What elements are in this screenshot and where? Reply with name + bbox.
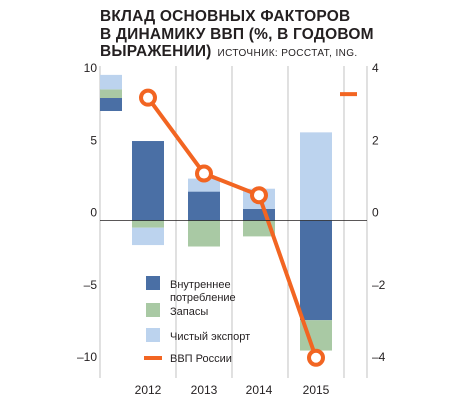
consumption-bar-2012: [132, 141, 164, 221]
grid-layer: [99, 66, 368, 378]
chart-title-line-1: ВКЛАД ОСНОВНЫХ ФАКТОРОВ: [100, 8, 351, 25]
legend-label-2: Чистый экспорт: [170, 331, 250, 343]
key-bar-1: [100, 89, 122, 98]
right-tick-label: 4: [372, 61, 379, 75]
gdp-line-layer: [139, 88, 357, 367]
legend-swatch-1: [146, 303, 160, 317]
right-tick-label: –2: [372, 278, 386, 292]
net-exports-bar-2015: [300, 132, 332, 221]
x-tick-label: 2014: [246, 383, 273, 397]
legend-label-0: Внутреннее: [170, 279, 231, 291]
inventories-bar-2013: [188, 220, 220, 247]
chart-source: ИСТОЧНИК: РОССТАТ, ING.: [217, 48, 358, 59]
gdp-point-2012: [139, 88, 157, 107]
gdp-line: [146, 96, 318, 359]
axis-layer: 10 5 0 –5 –10 4 2 0 –2 –4 2012 2013 2014 2015: [77, 61, 386, 397]
chart-title-line-3: ВЫРАЖЕНИИ) ИСТОЧНИК: РОССТАТ, ING.: [100, 43, 400, 63]
consumption-bar-2013: [188, 191, 220, 221]
legend-label-0: потребление: [170, 292, 236, 304]
inventories-bar-2014: [243, 220, 275, 237]
chart-title: ВКЛАД ОСНОВНЫХ ФАКТОРОВ В ДИНАМИКУ ВВП (…: [100, 8, 400, 63]
consumption-bar-2015: [300, 220, 332, 321]
bars-layer: [100, 74, 332, 351]
chart-title-line-2: В ДИНАМИКУ ВВП (%, В ГОДОВОМ: [100, 25, 374, 43]
x-tick-label: 2013: [191, 383, 218, 397]
right-tick-label: –4: [372, 350, 386, 364]
net-exports-bar-2012: [132, 227, 164, 246]
left-tick-label: –5: [84, 278, 98, 292]
x-tick-label: 2015: [303, 383, 330, 397]
net-exports-bar-2013: [188, 178, 220, 192]
left-tick-label: 5: [90, 133, 97, 147]
legend-label-3: ВВП России: [170, 353, 232, 365]
legend-label-1: Запасы: [170, 306, 208, 318]
right-tick-label: 0: [372, 206, 379, 220]
legend-swatch-2: [146, 328, 160, 342]
x-tick-label: 2012: [135, 383, 162, 397]
left-tick-label: –10: [77, 350, 97, 364]
gdp-point-2015: [307, 348, 325, 367]
key-bar-0: [100, 98, 122, 112]
gdp-point-2013: [195, 164, 213, 183]
inventories-bar-2012: [132, 220, 164, 228]
gdp-point-2014: [250, 186, 268, 205]
left-tick-label: 10: [84, 61, 98, 75]
consumption-bar-2014: [243, 208, 275, 221]
right-tick-label: 2: [372, 133, 379, 147]
left-tick-label: 0: [90, 206, 97, 220]
chart-title-line-3-text: ВЫРАЖЕНИИ): [100, 43, 212, 60]
legend-swatch-0: [146, 276, 160, 290]
key-bar-2: [100, 74, 122, 90]
